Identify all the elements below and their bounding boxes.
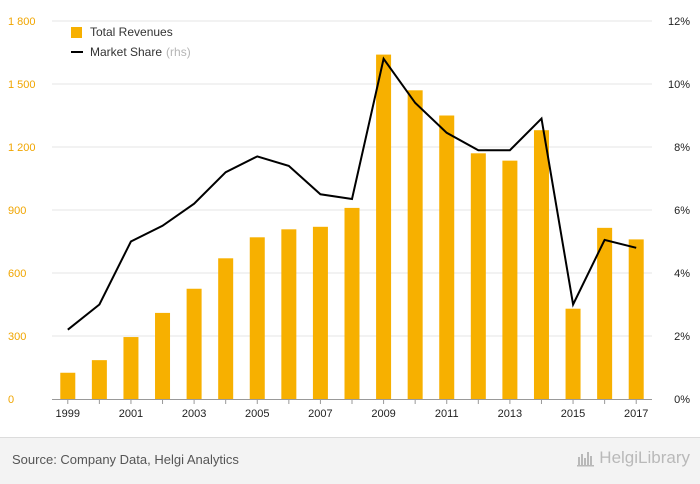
revenue-bars [60, 54, 644, 400]
revenue-bar [439, 115, 455, 399]
x-tick-label: 1999 [56, 408, 80, 420]
brand: HelgiLibrary [577, 448, 690, 468]
source-text: Source: Company Data, Helgi Analytics [12, 452, 239, 467]
y-right-tick-label: 0% [674, 394, 690, 406]
y-right-tick-label: 2% [674, 331, 690, 343]
legend: Total Revenues Market Share (rhs) [71, 22, 191, 62]
market-share-line [67, 56, 637, 331]
brand-name: HelgiLibrary [599, 448, 690, 467]
revenue-bar [407, 90, 423, 400]
x-tick-label: 2013 [498, 408, 522, 420]
legend-label-total-revenues: Total Revenues [90, 25, 173, 39]
revenue-bar [312, 226, 328, 399]
revenue-bar [376, 54, 392, 399]
revenue-bar [565, 308, 581, 399]
y-left-tick-label: 1 800 [8, 16, 36, 28]
revenue-bar [91, 360, 107, 399]
revenue-bar [249, 237, 265, 399]
x-tick-label: 2001 [119, 408, 143, 420]
market-share-polyline [67, 56, 637, 331]
y-right-tick-label: 4% [674, 268, 690, 280]
legend-label-rhs: (rhs) [166, 45, 191, 59]
x-tick-label: 2015 [561, 408, 585, 420]
footer: Source: Company Data, Helgi Analytics He… [0, 437, 700, 484]
legend-swatch-line [71, 51, 83, 53]
x-tick-label: 2011 [435, 408, 459, 420]
revenue-bar [281, 229, 297, 399]
revenue-bar [502, 160, 518, 399]
y-right-tick-label: 12% [668, 16, 690, 28]
revenue-bar [597, 227, 613, 399]
x-tick-label: 2017 [624, 408, 648, 420]
revenue-bar [186, 288, 202, 399]
legend-item-total-revenues: Total Revenues [71, 22, 191, 42]
revenue-bar [344, 207, 360, 399]
revenue-bar [533, 130, 549, 399]
revenue-bar [60, 372, 76, 399]
legend-swatch-bar [71, 26, 82, 38]
revenue-bar [470, 153, 486, 399]
revenues-market-share-chart: 0 0% 300 2% 600 4% 900 6% 1 200 8% 1 500 10% 1 800 12… [8, 16, 690, 420]
y-left-tick-label: 900 [8, 205, 26, 217]
revenue-bar [155, 312, 171, 399]
y-right-tick-label: 10% [668, 79, 690, 91]
y-right-tick-label: 6% [674, 205, 690, 217]
x-tick-label: 2003 [182, 408, 206, 420]
y-left-tick-label: 1 500 [8, 79, 36, 91]
legend-item-market-share: Market Share (rhs) [71, 42, 191, 62]
y-right-tick-label: 8% [674, 142, 690, 154]
y-left-tick-label: 300 [8, 331, 26, 343]
x-tick-label: 2005 [245, 408, 269, 420]
y-left-tick-label: 600 [8, 268, 26, 280]
x-tick-label: 2009 [371, 408, 395, 420]
revenue-bar [123, 337, 139, 399]
revenue-bar [218, 258, 234, 399]
helgi-logo-icon [577, 452, 595, 467]
y-left-tick-label: 0 [8, 394, 14, 406]
axes: 0 0% 300 2% 600 4% 900 6% 1 200 8% 1 500 10% 1 800 12… [8, 16, 690, 420]
revenue-bar [628, 239, 644, 399]
y-left-tick-label: 1 200 [8, 142, 36, 154]
legend-label-market-share: Market Share [90, 45, 163, 59]
x-tick-label: 2007 [308, 408, 332, 420]
